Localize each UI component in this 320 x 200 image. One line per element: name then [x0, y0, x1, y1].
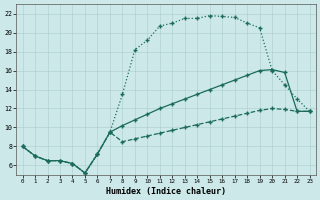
X-axis label: Humidex (Indice chaleur): Humidex (Indice chaleur) — [106, 187, 226, 196]
